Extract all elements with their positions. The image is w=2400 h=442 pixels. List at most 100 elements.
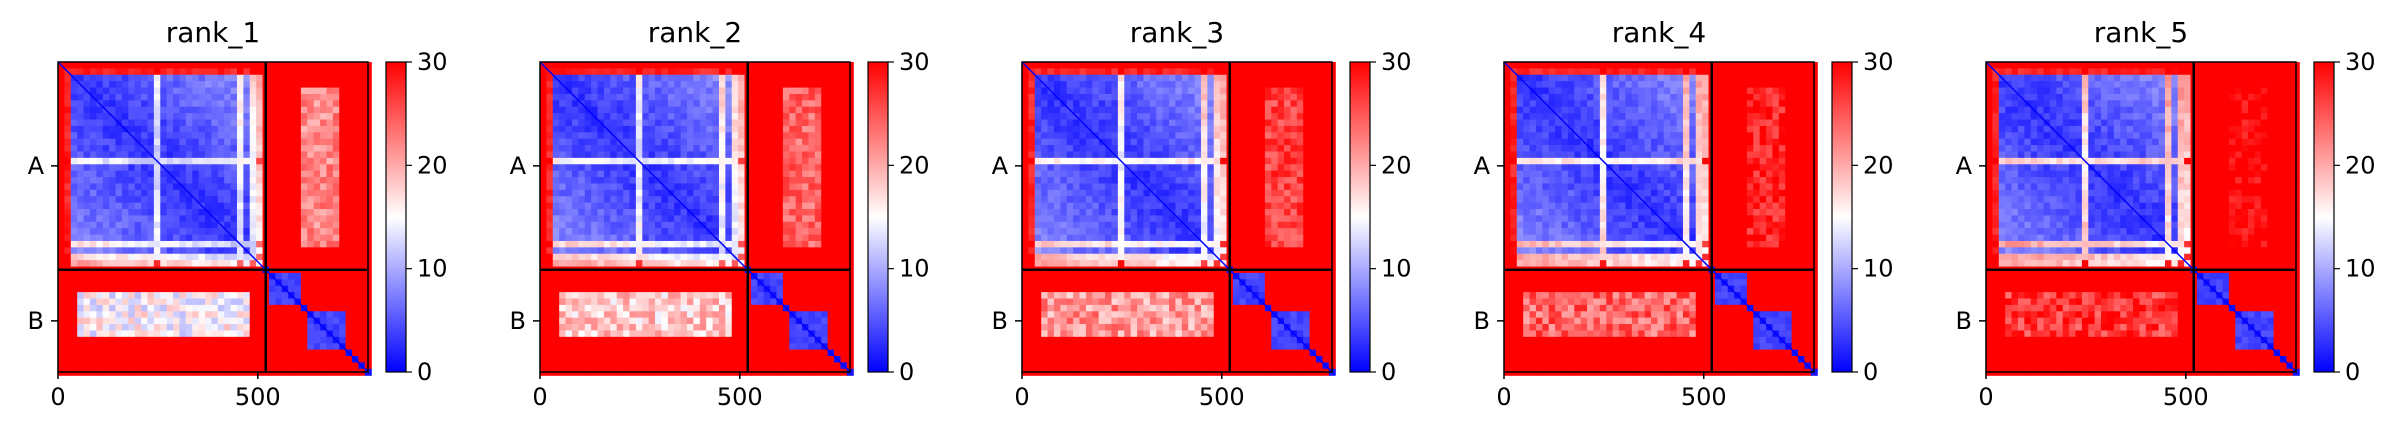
heatmap-cell [623, 113, 630, 120]
heatmap-cell [815, 126, 822, 133]
heatmap-cell [1099, 75, 1106, 82]
heatmap-cell [610, 337, 617, 344]
heatmap-cell [764, 298, 771, 305]
heatmap-cell [275, 113, 282, 120]
heatmap-cell [147, 158, 154, 165]
heatmap-cell [578, 279, 585, 286]
heatmap-cell [71, 190, 78, 197]
heatmap-cell [320, 254, 327, 261]
heatmap-cell [103, 330, 110, 337]
heatmap-cell [218, 286, 225, 293]
heatmap-cell [559, 171, 566, 178]
heatmap-cell [269, 126, 276, 133]
heatmap-cell [796, 88, 803, 95]
heatmap-cell [751, 88, 758, 95]
heatmap-cell [661, 139, 668, 146]
heatmap-cell [655, 330, 662, 337]
heatmap-cell [802, 120, 809, 127]
heatmap-cell [1067, 75, 1074, 82]
heatmap-cell [173, 62, 180, 69]
heatmap-cell [693, 177, 700, 184]
heatmap-cell [90, 247, 97, 254]
heatmap-cell [840, 203, 847, 210]
heatmap-cell [821, 298, 828, 305]
heatmap-cell [224, 356, 231, 363]
heatmap-cell [764, 305, 771, 312]
heatmap-cell [90, 68, 97, 75]
heatmap-cell [540, 209, 547, 216]
heatmap-cell [540, 183, 547, 190]
heatmap-cell [789, 132, 796, 139]
heatmap-cell [122, 222, 129, 229]
heatmap-cell [610, 88, 617, 95]
heatmap-cell [738, 228, 745, 235]
heatmap-cell [706, 215, 713, 222]
heatmap-cell [96, 203, 103, 210]
heatmap-cell [256, 177, 263, 184]
heatmap-cell [179, 273, 186, 280]
heatmap-cell [636, 330, 643, 337]
heatmap-cell [90, 120, 97, 127]
heatmap-cell [90, 286, 97, 293]
heatmap-cell [256, 362, 263, 369]
heatmap-cell [732, 113, 739, 120]
heatmap-cell [326, 139, 333, 146]
heatmap-cell [237, 286, 244, 293]
heatmap-cell [96, 139, 103, 146]
heatmap-cell [751, 196, 758, 203]
heatmap-cell [58, 139, 65, 146]
heatmap-cell [815, 100, 822, 107]
heatmap-cell [578, 113, 585, 120]
heatmap-cell [250, 362, 257, 369]
heatmap-cell [681, 343, 688, 350]
heatmap-cell [77, 139, 84, 146]
heatmap-cell [649, 177, 656, 184]
heatmap-cell [333, 88, 340, 95]
heatmap-cell [776, 292, 783, 299]
heatmap-cell [275, 235, 282, 242]
heatmap-cell [231, 356, 238, 363]
heatmap-cell [135, 286, 142, 293]
heatmap-cell [789, 151, 796, 158]
heatmap-cell [314, 215, 321, 222]
heatmap-cell [719, 273, 726, 280]
heatmap-cell [623, 151, 630, 158]
heatmap-cell [58, 113, 65, 120]
heatmap-cell [725, 183, 732, 190]
heatmap-cell [294, 203, 301, 210]
heatmap-cell [629, 247, 636, 254]
heatmap-cell [218, 254, 225, 261]
heatmap-cell [269, 164, 276, 171]
heatmap-cell [135, 292, 142, 299]
heatmap-cell [578, 88, 585, 95]
heatmap-cell [789, 222, 796, 229]
heatmap-cell [103, 75, 110, 82]
heatmap-cell [681, 298, 688, 305]
heatmap-cell [713, 305, 720, 312]
heatmap-cell [135, 215, 142, 222]
heatmap-cell [623, 247, 630, 254]
heatmap-cell [288, 305, 295, 312]
heatmap-cell [84, 177, 91, 184]
heatmap-cell [629, 126, 636, 133]
heatmap-cell [333, 235, 340, 242]
heatmap-cell [282, 120, 289, 127]
heatmap-cell [719, 318, 726, 325]
heatmap-cell [256, 330, 263, 337]
heatmap-cell [250, 209, 257, 216]
heatmap-cell [719, 158, 726, 165]
heatmap-cell [288, 145, 295, 152]
heatmap-cell [269, 330, 276, 337]
heatmap-cell [649, 228, 656, 235]
heatmap-cell [808, 324, 815, 331]
heatmap-cell [719, 305, 726, 312]
heatmap-cell [192, 292, 199, 299]
heatmap-cell [205, 68, 212, 75]
heatmap-cell [224, 343, 231, 350]
heatmap-cell [585, 177, 592, 184]
heatmap-cell [211, 222, 218, 229]
heatmap-cell [103, 209, 110, 216]
heatmap-cell [307, 292, 314, 299]
heatmap-cell [578, 324, 585, 331]
heatmap-cell [339, 120, 346, 127]
